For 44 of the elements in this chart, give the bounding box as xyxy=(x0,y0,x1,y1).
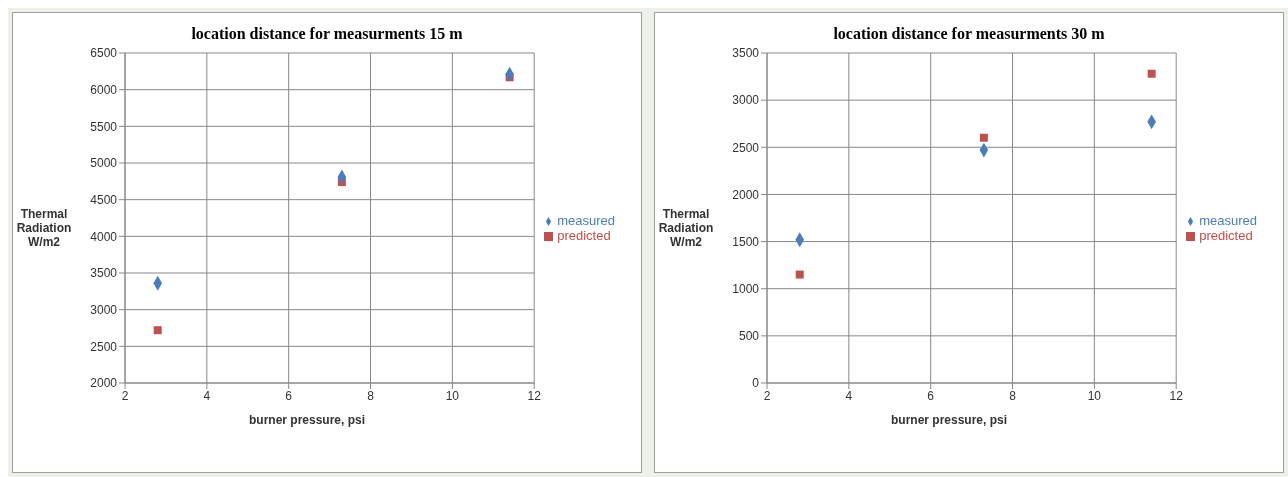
x-tick-label: 12 xyxy=(1169,388,1184,403)
x-tick-label: 8 xyxy=(1009,388,1017,403)
y-tick-label: 5000 xyxy=(90,156,118,171)
legend-label: measured xyxy=(557,213,615,228)
y-axis-title: Thermal Radiation W/m2 xyxy=(657,207,715,249)
x-tick-label: 4 xyxy=(203,388,211,403)
x-axis-title: burner pressure, psi xyxy=(889,413,1008,427)
chart-title: location distance for measurments 15 m xyxy=(190,25,464,43)
x-tick-label: 2 xyxy=(763,388,771,403)
x-tick-label: 12 xyxy=(527,388,542,403)
legend-label: measured xyxy=(1199,213,1257,228)
y-tick-label: 1000 xyxy=(732,281,760,296)
y-tick-label: 500 xyxy=(738,329,760,344)
y-tick-label: 2500 xyxy=(732,140,760,155)
point xyxy=(153,326,162,335)
y-tick-label: 6000 xyxy=(90,82,118,97)
x-tick-label: 2 xyxy=(121,388,129,403)
legend-label: predicted xyxy=(1199,228,1253,243)
y-tick-label: 3500 xyxy=(732,46,760,61)
y-tick-label: 3500 xyxy=(90,266,118,281)
point xyxy=(979,133,988,142)
y-axis-title: Thermal Radiation W/m2 xyxy=(15,207,73,249)
y-tick-label: 0 xyxy=(752,376,760,391)
y-tick-label: 4000 xyxy=(90,229,118,244)
y-tick-label: 1500 xyxy=(732,234,760,249)
x-tick-label: 8 xyxy=(367,388,375,403)
x-tick-label: 4 xyxy=(845,388,853,403)
y-tick-label: 2000 xyxy=(732,187,760,202)
y-tick-label: 3000 xyxy=(90,302,118,317)
y-tick-label: 2500 xyxy=(90,339,118,354)
legend-label: predicted xyxy=(557,228,611,243)
y-tick-label: 6500 xyxy=(90,46,118,61)
y-tick-label: 4500 xyxy=(90,192,118,207)
point xyxy=(795,270,804,279)
chart-title: location distance for measurments 30 m xyxy=(832,25,1106,43)
y-tick-label: 5500 xyxy=(90,119,118,134)
x-tick-label: 10 xyxy=(1087,388,1102,403)
x-tick-label: 6 xyxy=(927,388,935,403)
point xyxy=(1147,69,1156,78)
x-axis-title: burner pressure, psi xyxy=(247,413,366,427)
y-tick-label: 2000 xyxy=(90,376,118,391)
y-tick-label: 3000 xyxy=(732,93,760,108)
x-tick-label: 10 xyxy=(445,388,460,403)
x-tick-label: 6 xyxy=(285,388,293,403)
